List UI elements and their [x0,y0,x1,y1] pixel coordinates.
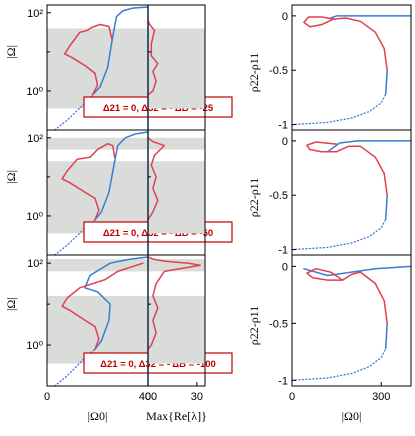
series-line-3 [63,23,113,96]
y-tick-label: -0.5 [269,190,288,202]
series-line-3 [303,265,412,277]
y-tick-label: 0 [282,261,288,273]
y-tick-label: 10² [27,8,43,20]
series-line-1 [291,93,387,126]
y-tick-label: 10² [27,258,43,270]
shaded-band [148,161,205,234]
annotation-text: Δ21 = 0, Δ32 = - ΔB = -100 [100,359,216,370]
series-line-1 [291,347,387,381]
x-tick-label: 30 [191,391,203,403]
x-tick-label: 400 [139,391,157,403]
y-tick-label: -1 [278,245,288,257]
shaded-band [148,259,205,272]
y-axis-label: |Ω| [4,45,18,59]
panel-right-2 [291,129,412,256]
panel-middle-3 [147,254,206,387]
series-line-1 [291,218,387,251]
series-line-3 [329,15,412,19]
shaded-band [148,137,205,150]
y-axis-label: ρ22-ρ11 [247,178,261,218]
panel-frame [291,254,412,387]
x-axis-label: Max{Re[λ]} [146,409,207,423]
x-tick-label: 0 [145,391,151,403]
y-tick-label: 10⁰ [26,340,43,352]
series-line-2 [91,6,149,96]
y-tick-label: -1 [278,375,288,387]
series-line-4 [341,271,388,325]
panel-middle-2 [147,129,206,256]
series-line-1 [53,219,96,256]
y-axis-label: |Ω| [4,170,18,184]
series-line-1 [53,348,96,387]
x-tick-label: 0 [44,391,50,403]
series-line-2 [147,256,201,350]
y-tick-label: -0.5 [269,318,288,330]
series-line-2 [147,137,166,221]
series-line-2 [384,322,388,350]
series-line-5 [306,141,338,153]
y-axis-label: ρ22-ρ11 [247,306,261,346]
shaded-band [148,28,205,109]
series-line-2 [94,131,149,221]
series-line-3 [61,262,144,350]
y-axis-label: |Ω| [4,297,18,311]
x-axis-label: |Ω0| [88,409,108,423]
panel-middle-1 [147,4,206,131]
y-axis-label: ρ22-ρ11 [247,53,261,93]
panel-frame [291,4,412,131]
y-tick-label: 0 [282,136,288,148]
series-line-3 [61,142,116,221]
series-line-5 [306,267,344,281]
y-tick-label: 0 [282,11,288,23]
y-tick-label: -1 [278,120,288,132]
y-tick-label: 10² [27,133,43,145]
series-line-2 [384,69,388,95]
y-tick-label: -0.5 [269,65,288,77]
y-tick-label: 10⁰ [26,86,43,98]
panel-frame [147,254,206,387]
series-line-2 [84,256,149,350]
series-line-2 [147,19,159,96]
shaded-band [47,28,148,109]
shaded-band [47,137,148,150]
series-line-4 [332,17,388,71]
panel-right-3 [291,254,412,387]
series-line-2 [384,194,388,220]
x-axis-label: |Ω0| [342,409,362,423]
x-tick-label: 0 [289,391,295,403]
panel-right-1 [291,4,412,131]
series-line-3 [326,140,412,153]
series-line-4 [335,145,388,196]
x-tick-label: 300 [372,391,390,403]
shaded-band [47,259,148,272]
y-tick-label: 10⁰ [26,211,43,223]
series-line-5 [303,16,335,28]
